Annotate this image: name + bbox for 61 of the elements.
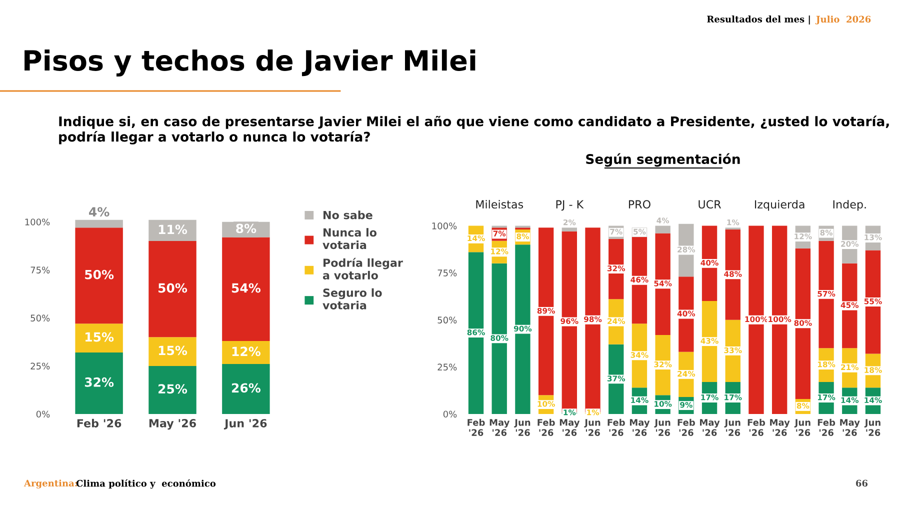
data-label: 32% [84,377,114,387]
x-tick-label: May '26 [630,419,650,436]
chart-title: Pisos y techos de Javier Milei [24,49,476,77]
data-label: 50% [158,283,188,293]
x-tick-label: Feb '26 [77,418,122,428]
text: Clima político y económico [76,479,216,489]
legend-label: Seguro lo votaria [322,288,382,310]
data-label: 50% [85,270,114,280]
data-label: 54% [232,283,260,293]
data-label: 15% [86,332,114,342]
y-tick-label: 25% [30,362,50,370]
text: PRO [628,200,650,209]
x-tick-label: May '26 [770,419,790,436]
text: Indique si, en caso de presentarse Javier Milei el año que viene como candidato a Presidente, ¿usted lo votaría, podría llegar a votarlo o nunca lo votaría? [59,116,889,144]
x-tick-label: Feb '26 [678,418,695,436]
x-tick-label: Feb '26 [608,418,625,436]
y-tick-label: 75% [438,270,457,276]
y-tick-label: 0% [443,410,457,418]
text: Indep. [833,200,866,211]
text: PJ - K [556,200,584,211]
text: UCR [698,200,722,209]
data-label: 15% [158,346,188,356]
y-tick-label: 100% [432,222,457,230]
x-tick-label: Feb '26 [468,418,485,436]
x-tick-label: Jun '26 [584,419,600,436]
x-tick-label: Jun '26 [654,419,670,436]
data-label: 26% [232,383,260,393]
text: 66 [856,480,868,487]
text: Mileistas [476,200,524,209]
legend-label: Nunca lo votaria [322,228,377,250]
legend-label: Podría llegar a votarlo [322,258,403,280]
x-tick-label: May '26 [149,418,196,430]
data-label: 11% [158,224,188,234]
text: Izquierda [754,200,804,211]
data-label: 4% [89,207,110,217]
y-tick-label: 100% [25,218,50,226]
x-tick-label: May '26 [560,419,580,436]
y-tick-label: 50% [438,316,457,324]
y-tick-label: 50% [30,314,50,322]
x-tick-label: Feb '26 [538,418,555,436]
y-tick-label: 25% [438,364,457,370]
x-tick-label: Jun '26 [224,419,267,430]
x-tick-label: Feb '26 [748,418,766,436]
data-label: 8% [236,224,256,234]
x-tick-label: May '26 [700,419,720,436]
y-tick-label: 75% [30,266,50,274]
chart-title: Según segmentación [586,153,740,167]
y-tick-label: 0% [36,410,50,418]
data-label: 12% [232,346,260,356]
text: Argentina: [24,480,77,488]
x-tick-label: May '26 [840,419,860,436]
legend-label: No sabe [324,210,372,220]
x-tick-label: May '26 [490,419,510,436]
x-tick-label: Jun '26 [864,419,880,436]
data-label: 25% [158,384,188,394]
x-tick-label: Jun '26 [514,419,530,436]
text: Resultados del mes | [707,15,810,25]
x-tick-label: Jun '26 [794,419,810,436]
x-tick-label: Jun '26 [724,419,740,436]
x-tick-label: Feb '26 [818,418,836,436]
text: Julio 2026 [815,16,871,24]
